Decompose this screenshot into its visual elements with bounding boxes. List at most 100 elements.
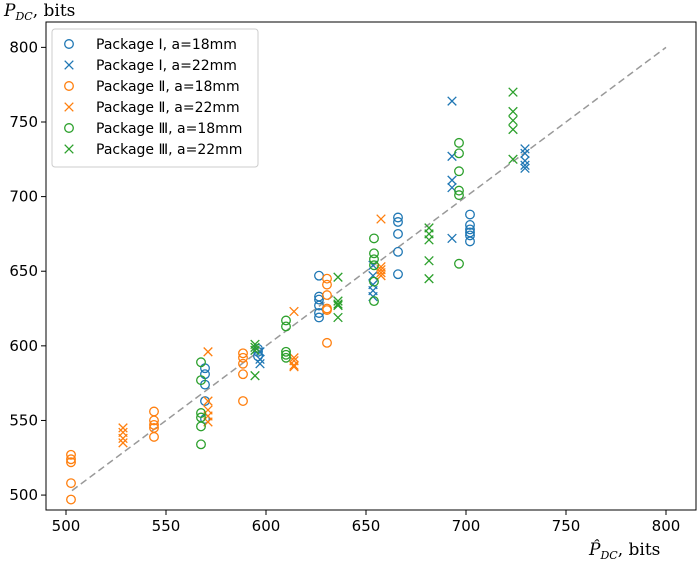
data-point [149,419,159,430]
legend-marker [64,102,74,112]
plot-frame [45,21,697,511]
data-point [447,175,457,185]
data-point [200,396,210,407]
data-point [238,369,248,380]
y-tick-label: 650 [9,262,38,280]
data-point [66,454,76,465]
y-tick-label: 500 [9,486,38,504]
x-axis-label-main: P̂ [588,540,601,560]
data-point [289,306,299,317]
data-point [196,421,206,432]
data-point [465,224,475,235]
data-point [322,290,332,301]
series-5 [196,137,464,450]
data-point [66,494,76,505]
legend-marker [64,60,74,70]
data-point [369,260,379,271]
data-point [424,256,434,266]
data-point [393,246,403,257]
data-point [520,160,530,171]
legend-marker [64,144,74,154]
data-point [465,209,475,220]
data-point [196,357,206,368]
series-3 [66,273,332,505]
data-point [333,300,343,311]
y-axis: 500 550 600 650 700 750 800 [9,38,46,504]
data-point [281,321,291,332]
legend-label: Package Ⅲ, a=18mm [96,121,242,137]
data-point [322,273,332,284]
data-point [289,353,299,363]
data-point [238,358,248,369]
data-point [250,370,260,381]
data-point [281,349,291,360]
data-point [393,228,403,239]
x-axis-label-sub: DC [599,549,618,561]
y-axis-label-sub: DC [14,10,33,23]
y-tick-label: 750 [9,113,38,131]
data-point [454,190,464,201]
data-point [314,270,324,281]
data-point [66,449,76,460]
data-point [203,396,213,406]
data-point [196,439,206,450]
data-point [508,154,518,165]
data-point [465,230,475,241]
x-tick-label: 600 [252,517,281,535]
x-tick-label: 550 [152,517,181,535]
data-point [368,270,378,281]
data-point [508,106,518,117]
data-point [281,352,291,363]
data-point [424,273,434,284]
legend-marker [64,81,74,91]
data-point [447,96,457,106]
x-tick-label: 500 [52,517,81,535]
data-point [149,415,159,426]
data-point [196,408,206,418]
data-point [281,346,291,357]
legend-label: Package Ⅰ, a=22mm [96,58,237,74]
data-point [454,137,464,148]
data-point [322,279,332,290]
data-point [333,299,343,309]
data-point [376,270,386,281]
data-point [238,352,248,363]
data-point [465,236,475,247]
data-point [118,423,128,433]
data-point [508,115,518,126]
data-point [250,342,260,353]
data-point [376,214,386,224]
x-tick-label: 700 [452,517,481,535]
data-point [289,360,299,371]
data-point [333,296,343,306]
data-point [454,185,464,196]
y-tick-label: 700 [9,188,38,206]
data-point [196,375,206,386]
x-tick-label: 750 [552,517,581,535]
data-point [447,233,457,244]
data-point [314,312,324,323]
data-point [520,148,530,159]
data-point [250,345,260,356]
data-point [369,248,379,259]
data-point [465,220,475,230]
data-point [508,87,518,97]
data-point [314,294,324,305]
data-point [393,212,403,223]
series-6 [250,87,518,381]
y-tick-label: 600 [9,337,38,355]
data-point [149,431,159,442]
data-point [369,254,379,265]
reference-line [71,46,667,492]
legend: Package Ⅰ, a=18mm Package Ⅰ, a=22mm Packag… [51,28,259,168]
data-point [322,337,332,348]
x-axis: 500 550 600 650 700 750 800 [52,510,680,535]
data-point [376,267,386,278]
data-point [333,312,343,323]
data-point [520,144,530,154]
data-point [149,406,159,417]
y-axis-label-main: P [3,1,16,21]
data-point [281,315,291,326]
legend-label: Package Ⅰ, a=18mm [96,37,237,53]
